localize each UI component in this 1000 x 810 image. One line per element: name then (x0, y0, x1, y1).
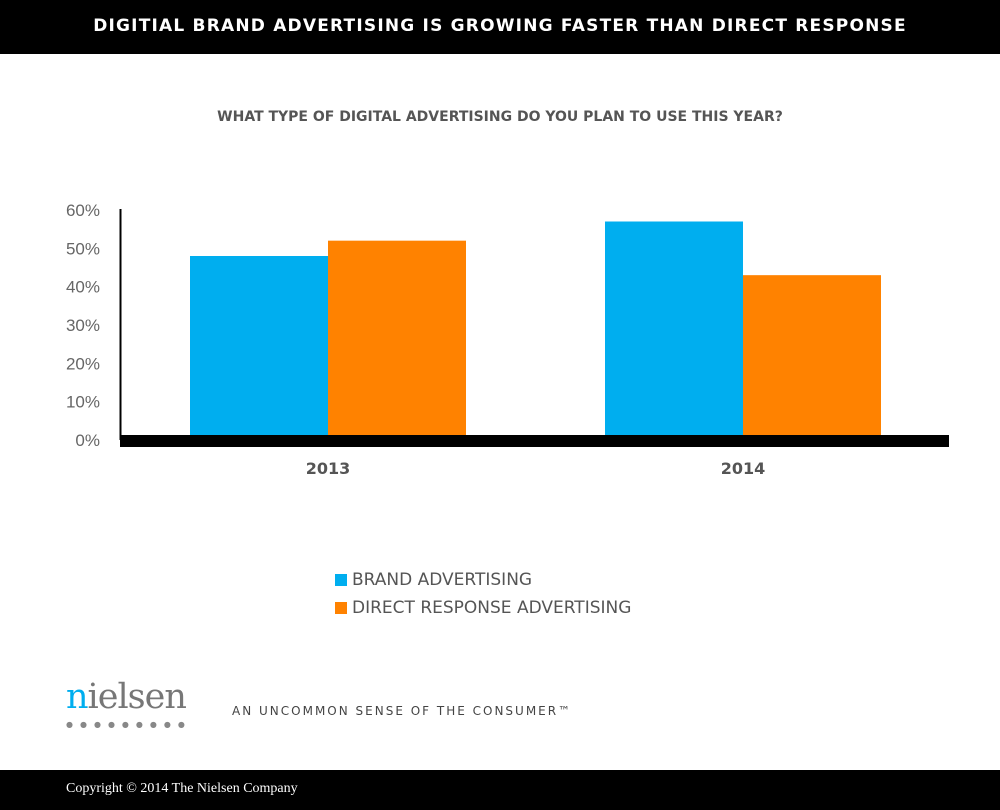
y-tick-label: 60% (66, 201, 100, 220)
legend-item-direct-response: DIRECT RESPONSE ADVERTISING (335, 594, 631, 622)
x-tick-label: 2014 (721, 459, 766, 478)
x-tick-label: 2013 (306, 459, 351, 478)
bar-2014-direct-response (743, 275, 881, 440)
legend-label: BRAND ADVERTISING (352, 570, 533, 590)
x-axis-baseline (120, 435, 949, 447)
footer-bar: Copyright © 2014 The Nielsen Company (0, 770, 1000, 810)
bar-2013-brand (190, 256, 328, 440)
copyright: Copyright © 2014 The Nielsen Company (66, 781, 298, 796)
logo-wordmark: nielsen (66, 677, 187, 717)
legend: BRAND ADVERTISING DIRECT RESPONSE ADVERT… (335, 566, 631, 622)
y-tick-label: 40% (66, 278, 100, 297)
y-tick-label: 30% (66, 316, 100, 335)
legend-swatch (335, 574, 347, 586)
legend-swatch (335, 602, 347, 614)
header-bar: DIGITIAL BRAND ADVERTISING IS GROWING FA… (0, 0, 1000, 54)
legend-label: DIRECT RESPONSE ADVERTISING (352, 598, 632, 618)
y-tick-label: 20% (66, 354, 100, 373)
header-title: DIGITIAL BRAND ADVERTISING IS GROWING FA… (93, 16, 907, 36)
nielsen-logo: nielsen ●●●●●●●●● (66, 678, 216, 730)
legend-item-brand: BRAND ADVERTISING (335, 566, 631, 594)
tagline: AN UNCOMMON SENSE OF THE CONSUMER™ (232, 704, 573, 718)
chart-title: WHAT TYPE OF DIGITAL ADVERTISING DO YOU … (217, 109, 783, 125)
logo-dots: ●●●●●●●●● (66, 720, 192, 729)
bar-2013-direct-response (328, 240, 466, 440)
y-tick-label: 10% (66, 393, 100, 412)
bar-2014-brand (605, 221, 743, 440)
y-tick-label: 0% (75, 431, 100, 450)
y-tick-label: 50% (66, 239, 100, 258)
bar-chart: 0% 10% 20% 30% 40% 50% 60% 2013 2014 (66, 201, 949, 478)
